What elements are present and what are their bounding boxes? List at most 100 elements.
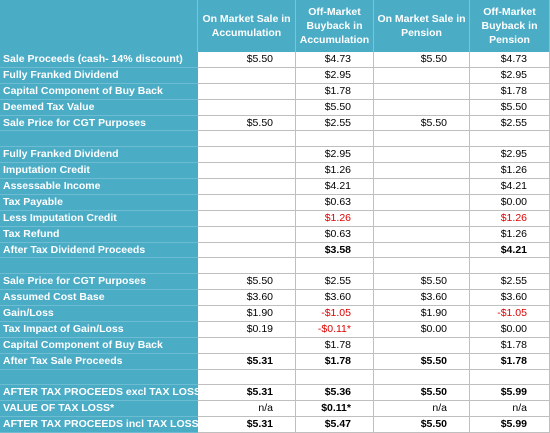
row-label: Tax Impact of Gain/Loss bbox=[0, 321, 198, 338]
row-label: Less Imputation Credit bbox=[0, 210, 198, 227]
value-cell: $5.99 bbox=[470, 417, 550, 433]
value-cell bbox=[296, 131, 374, 148]
value-cell bbox=[198, 210, 296, 227]
value-cell: $1.26 bbox=[470, 210, 550, 227]
value-cell bbox=[296, 258, 374, 275]
value-cell bbox=[198, 83, 296, 100]
value-cell bbox=[374, 226, 470, 243]
row-label bbox=[0, 131, 198, 148]
value-cell: $1.26 bbox=[296, 163, 374, 179]
column-header: Off-Market Buyback in Pension bbox=[470, 0, 550, 52]
value-cell: $5.50 bbox=[374, 52, 470, 68]
value-cell: $4.21 bbox=[296, 179, 374, 195]
value-cell bbox=[296, 369, 374, 386]
value-cell: $1.78 bbox=[470, 353, 550, 370]
column-header: Off-Market Buyback in Accumulation bbox=[296, 0, 374, 52]
value-cell: $1.78 bbox=[470, 337, 550, 354]
value-cell: $5.50 bbox=[470, 99, 550, 116]
value-cell: $2.55 bbox=[470, 115, 550, 132]
value-cell bbox=[470, 131, 550, 148]
value-cell bbox=[198, 258, 296, 275]
row-label: Assessable Income bbox=[0, 179, 198, 195]
value-cell: $5.47 bbox=[296, 417, 374, 433]
value-cell bbox=[470, 258, 550, 275]
value-cell: n/a bbox=[374, 401, 470, 418]
row-label: Sale Price for CGT Purposes bbox=[0, 115, 198, 132]
value-cell: $3.58 bbox=[296, 242, 374, 259]
value-cell: $5.50 bbox=[374, 385, 470, 402]
value-cell: n/a bbox=[198, 401, 296, 418]
value-cell bbox=[198, 194, 296, 211]
column-header: On Market Sale in Pension bbox=[374, 0, 470, 52]
value-cell bbox=[198, 337, 296, 354]
value-cell: $0.00 bbox=[470, 321, 550, 338]
value-cell bbox=[198, 226, 296, 243]
value-cell: $3.60 bbox=[374, 290, 470, 306]
value-cell bbox=[374, 99, 470, 116]
value-cell bbox=[198, 179, 296, 195]
value-cell: $4.21 bbox=[470, 179, 550, 195]
value-cell: $4.73 bbox=[470, 52, 550, 68]
row-label: After Tax Dividend Proceeds bbox=[0, 242, 198, 259]
value-cell bbox=[374, 163, 470, 179]
value-cell: $0.00 bbox=[374, 321, 470, 338]
row-label: Capital Component of Buy Back bbox=[0, 337, 198, 354]
row-label: Deemed Tax Value bbox=[0, 99, 198, 116]
value-cell bbox=[374, 337, 470, 354]
row-label: AFTER TAX PROCEEDS excl TAX LOSS bbox=[0, 385, 198, 402]
row-label: Tax Refund bbox=[0, 226, 198, 243]
value-cell: $5.99 bbox=[470, 385, 550, 402]
value-cell: $3.60 bbox=[198, 290, 296, 306]
value-cell: $2.95 bbox=[470, 147, 550, 164]
value-cell bbox=[374, 369, 470, 386]
value-cell: $5.50 bbox=[374, 417, 470, 433]
value-cell bbox=[198, 131, 296, 148]
value-cell: $5.36 bbox=[296, 385, 374, 402]
value-cell: $3.60 bbox=[296, 290, 374, 306]
value-cell: -$1.05 bbox=[296, 306, 374, 322]
value-cell: $5.50 bbox=[296, 99, 374, 116]
value-cell: $1.26 bbox=[470, 163, 550, 179]
value-cell: $2.95 bbox=[296, 147, 374, 164]
value-cell: $0.63 bbox=[296, 226, 374, 243]
row-label: Assumed Cost Base bbox=[0, 290, 198, 306]
value-cell bbox=[198, 242, 296, 259]
value-cell: $1.90 bbox=[198, 306, 296, 322]
value-cell bbox=[374, 83, 470, 100]
value-cell bbox=[198, 67, 296, 84]
value-cell: $5.50 bbox=[198, 52, 296, 68]
value-cell bbox=[374, 147, 470, 164]
row-label: AFTER TAX PROCEEDS incl TAX LOSS bbox=[0, 417, 198, 433]
row-label: Tax Payable bbox=[0, 194, 198, 211]
value-cell: n/a bbox=[470, 401, 550, 418]
column-header bbox=[0, 0, 198, 52]
value-cell: $2.95 bbox=[470, 67, 550, 84]
value-cell: $5.50 bbox=[198, 274, 296, 291]
value-cell: $1.26 bbox=[296, 210, 374, 227]
value-cell bbox=[374, 179, 470, 195]
value-cell: $5.50 bbox=[374, 353, 470, 370]
value-cell bbox=[198, 99, 296, 116]
value-cell: $3.60 bbox=[470, 290, 550, 306]
value-cell: $1.78 bbox=[296, 353, 374, 370]
row-label bbox=[0, 258, 198, 275]
value-cell bbox=[198, 147, 296, 164]
value-cell bbox=[198, 163, 296, 179]
value-cell bbox=[374, 131, 470, 148]
value-cell: -$0.11* bbox=[296, 321, 374, 338]
row-label: After Tax Sale Proceeds bbox=[0, 353, 198, 370]
value-cell: $5.31 bbox=[198, 385, 296, 402]
value-cell: $5.50 bbox=[374, 274, 470, 291]
value-cell: $0.11* bbox=[296, 401, 374, 418]
row-label: Sale Price for CGT Purposes bbox=[0, 274, 198, 291]
value-cell: $1.78 bbox=[296, 337, 374, 354]
value-cell bbox=[374, 210, 470, 227]
value-cell: $5.50 bbox=[374, 115, 470, 132]
row-label: Sale Proceeds (cash- 14% discount) bbox=[0, 52, 198, 68]
value-cell: $1.26 bbox=[470, 226, 550, 243]
value-cell: $0.63 bbox=[296, 194, 374, 211]
value-cell: $2.55 bbox=[296, 115, 374, 132]
value-cell: $4.21 bbox=[470, 242, 550, 259]
row-label: Imputation Credit bbox=[0, 163, 198, 179]
